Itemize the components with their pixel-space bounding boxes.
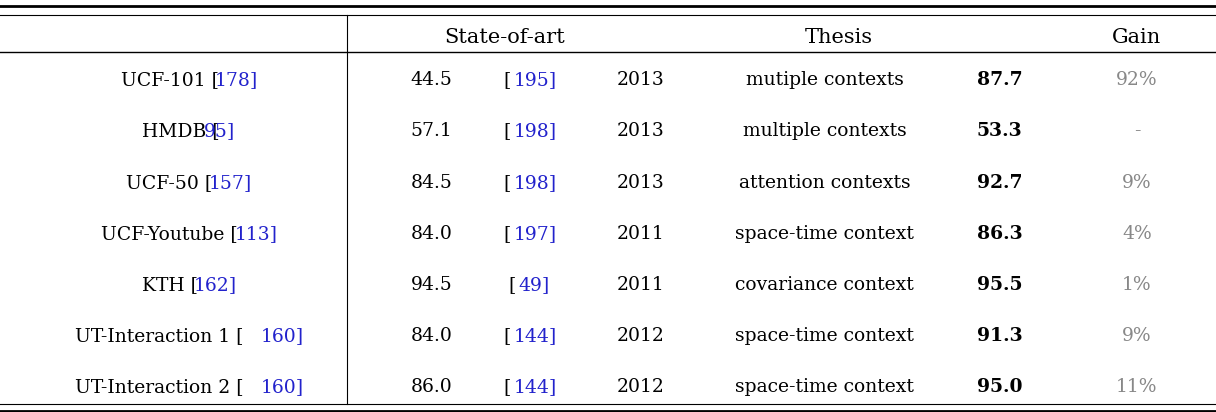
Text: space-time context: space-time context [734,378,914,396]
Text: UCF-101 [: UCF-101 [ [122,71,219,89]
Text: 86.3: 86.3 [976,225,1023,243]
Text: 144]: 144] [513,378,557,396]
Text: 92%: 92% [1116,71,1158,89]
Text: 9%: 9% [1122,327,1152,345]
Text: [: [ [508,276,516,294]
Text: 113]: 113] [235,225,278,243]
Text: 144]: 144] [513,327,557,345]
Text: 91.3: 91.3 [976,327,1023,345]
Text: 84.0: 84.0 [411,225,452,243]
Text: [: [ [503,225,511,243]
Text: 2013: 2013 [617,173,665,192]
Text: [: [ [503,122,511,140]
Text: space-time context: space-time context [734,225,914,243]
Text: 2013: 2013 [617,122,665,140]
Text: 86.0: 86.0 [411,378,452,396]
Text: [: [ [503,71,511,89]
Text: UT-Interaction 2 [: UT-Interaction 2 [ [74,378,243,396]
Text: 2012: 2012 [617,327,665,345]
Text: 160]: 160] [261,327,304,345]
Text: 49]: 49] [518,276,550,294]
Text: -: - [1133,122,1141,140]
Text: 157]: 157] [209,173,253,192]
Text: space-time context: space-time context [734,327,914,345]
Text: 87.7: 87.7 [976,71,1023,89]
Text: 94.5: 94.5 [411,276,452,294]
Text: 95.0: 95.0 [976,378,1023,396]
Text: 2011: 2011 [617,225,665,243]
Text: attention contexts: attention contexts [738,173,911,192]
Text: 4%: 4% [1122,225,1152,243]
Text: 57.1: 57.1 [411,122,452,140]
Text: 53.3: 53.3 [976,122,1023,140]
Text: [: [ [503,378,511,396]
Text: mutiple contexts: mutiple contexts [745,71,903,89]
Text: 2011: 2011 [617,276,665,294]
Text: 198]: 198] [513,173,557,192]
Text: 178]: 178] [214,71,258,89]
Text: 162]: 162] [193,276,237,294]
Text: Gain: Gain [1113,28,1161,47]
Text: 197]: 197] [513,225,557,243]
Text: 2013: 2013 [617,71,665,89]
Text: UCF-Youtube [: UCF-Youtube [ [101,225,237,243]
Text: UCF-50 [: UCF-50 [ [126,173,213,192]
Text: covariance context: covariance context [736,276,913,294]
Text: 2012: 2012 [617,378,665,396]
Text: 9%: 9% [1122,173,1152,192]
Text: 198]: 198] [513,122,557,140]
Text: 95]: 95] [204,122,235,140]
Text: 160]: 160] [261,378,304,396]
Text: multiple contexts: multiple contexts [743,122,906,140]
Text: Thesis: Thesis [805,28,873,47]
Text: [: [ [503,327,511,345]
Text: 92.7: 92.7 [976,173,1023,192]
Text: 44.5: 44.5 [411,71,452,89]
Text: KTH [: KTH [ [142,276,198,294]
Text: 195]: 195] [513,71,557,89]
Text: State-of-art: State-of-art [444,28,565,47]
Text: 1%: 1% [1122,276,1152,294]
Text: UT-Interaction 1 [: UT-Interaction 1 [ [74,327,243,345]
Text: HMDB [: HMDB [ [142,122,220,140]
Text: 84.0: 84.0 [411,327,452,345]
Text: [: [ [503,173,511,192]
Text: 84.5: 84.5 [411,173,452,192]
Text: 95.5: 95.5 [976,276,1023,294]
Text: 11%: 11% [1116,378,1158,396]
